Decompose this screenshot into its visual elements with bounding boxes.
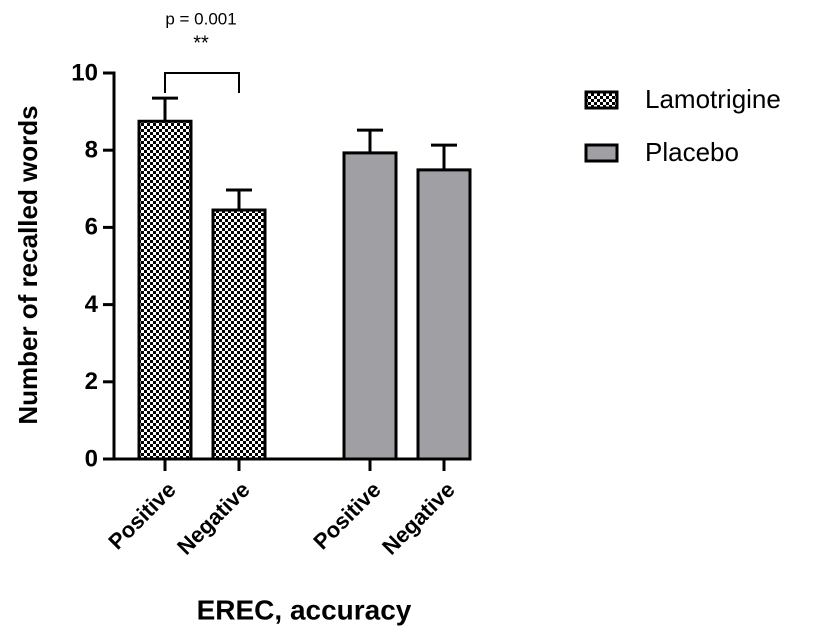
annotation: p = 0.001 <box>165 9 236 28</box>
error-bar <box>357 128 383 153</box>
legend-swatch <box>584 90 619 110</box>
x-tick-label: Positive <box>308 477 385 554</box>
y-tick-label: 10 <box>71 59 98 86</box>
x-tick-label: Negative <box>377 477 460 560</box>
error-bar <box>431 143 457 170</box>
legend-label: Placebo <box>645 137 739 167</box>
significance-bracket <box>164 72 240 93</box>
x-tick-label: Positive <box>103 477 180 554</box>
y-tick-label: 0 <box>85 445 98 472</box>
y-tick-label: 2 <box>85 368 98 395</box>
bar <box>211 208 267 461</box>
y-tick-label: 8 <box>85 137 98 164</box>
bar <box>137 119 193 461</box>
y-tick-label: 6 <box>85 214 98 241</box>
x-axis-label: EREC, accuracy <box>197 594 412 625</box>
y-tick-label: 4 <box>85 291 99 318</box>
legend-swatch <box>584 143 619 163</box>
legend-label: Lamotrigine <box>645 84 781 114</box>
x-tick-label: Negative <box>172 477 255 560</box>
error-bar <box>226 188 252 211</box>
y-axis-label: Number of recalled words <box>13 105 43 424</box>
annotation: ** <box>193 32 209 54</box>
error-bar <box>152 96 178 122</box>
bar <box>342 151 398 461</box>
bar <box>416 168 472 461</box>
